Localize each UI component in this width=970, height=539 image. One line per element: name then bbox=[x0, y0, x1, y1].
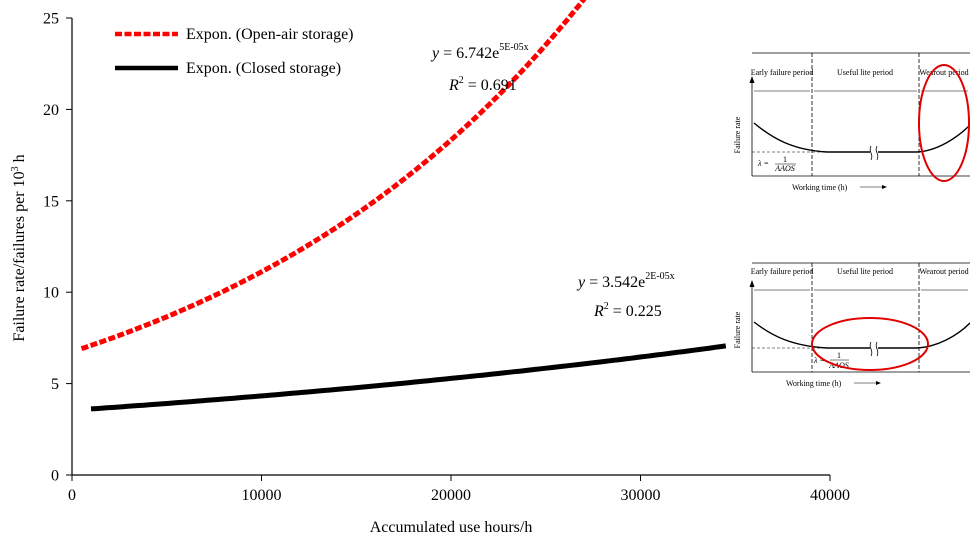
inset-x-arrow-head bbox=[876, 381, 881, 385]
legend-label-closed: Expon. (Closed storage) bbox=[186, 60, 341, 77]
inset-break-mark bbox=[869, 341, 879, 357]
inset-bathtub-wearout: Early failure period Useful lite period … bbox=[733, 52, 970, 192]
y-tick-label: 10 bbox=[43, 285, 59, 302]
x-axis-ticks: 0 10000 20000 30000 40000 bbox=[68, 475, 850, 504]
inset-period-wearout: Wearout period bbox=[919, 267, 968, 276]
x-axis-title: Accumulated use hours/h bbox=[370, 519, 533, 536]
x-tick-label: 40000 bbox=[810, 487, 850, 504]
inset-period-early: Early failure period bbox=[751, 68, 814, 77]
x-tick-label: 30000 bbox=[621, 487, 661, 504]
x-tick-label: 0 bbox=[68, 487, 76, 504]
inset-bathtub-useful: Early failure period Useful lite period … bbox=[733, 262, 970, 388]
legend: Expon. (Open-air storage) Expon. (Closed… bbox=[115, 26, 354, 77]
inset-highlight-useful bbox=[811, 317, 929, 371]
series-layer bbox=[80, 0, 727, 412]
y-axis-title-sup: 3 bbox=[10, 166, 21, 171]
plot-area: 0 10000 20000 30000 40000 0 5 10 15 20 25 bbox=[43, 0, 850, 504]
y-tick-label: 25 bbox=[43, 11, 59, 28]
inset-lambda-label: λ = bbox=[757, 159, 769, 168]
inset-y-label: Failure rate bbox=[733, 116, 742, 153]
y-tick-label: 0 bbox=[51, 468, 59, 485]
equation-closed: y = 3.542e2E-05x bbox=[576, 271, 675, 291]
annotation-open-air: y = 6.742e5E-05x R2 = 0.691 bbox=[430, 42, 529, 94]
inset-period-early: Early failure period bbox=[751, 267, 814, 276]
legend-label-open-air: Expon. (Open-air storage) bbox=[186, 26, 354, 43]
inset-period-wearout: Wearout period bbox=[919, 68, 968, 77]
inset-y-label: Failure rate bbox=[733, 311, 742, 348]
inset-x-label: Working time (h) bbox=[792, 183, 848, 192]
inset-y-arrow bbox=[749, 280, 755, 287]
equation-open-air: y = 6.742e5E-05x bbox=[430, 42, 529, 62]
inset-period-useful: Useful lite period bbox=[837, 68, 893, 77]
y-axis-title-main: Failure rate/failures per 10 bbox=[11, 171, 28, 341]
inset-x-arrow-head bbox=[882, 185, 887, 189]
inset-bathtub-curve bbox=[753, 321, 970, 349]
y-axis-title-suffix: h bbox=[11, 154, 28, 166]
inset-lambda-den: AAOS bbox=[774, 164, 795, 173]
x-tick-label: 10000 bbox=[242, 487, 282, 504]
inset-break-mark bbox=[869, 145, 879, 161]
y-axis-title: Failure rate/failures per 103 h bbox=[10, 154, 28, 341]
inset-bathtub-curve bbox=[753, 122, 970, 153]
inset-lambda-label: λ = bbox=[813, 356, 825, 365]
inset-x-label: Working time (h) bbox=[786, 379, 842, 388]
annotation-closed: y = 3.542e2E-05x R2 = 0.225 bbox=[576, 271, 675, 320]
y-tick-label: 5 bbox=[51, 376, 59, 393]
r-squared-closed: R2 = 0.225 bbox=[593, 301, 662, 320]
inset-lambda-num: 1 bbox=[783, 155, 787, 164]
r-squared-open-air: R2 = 0.691 bbox=[448, 75, 517, 94]
series-line-closed bbox=[90, 343, 727, 412]
y-tick-label: 15 bbox=[43, 193, 59, 210]
x-tick-label: 20000 bbox=[431, 487, 471, 504]
y-axis-ticks: 0 5 10 15 20 25 bbox=[43, 11, 72, 485]
y-tick-label: 20 bbox=[43, 102, 59, 119]
series-line-open-air bbox=[80, 0, 587, 351]
inset-lambda-num: 1 bbox=[837, 351, 841, 360]
inset-period-useful: Useful lite period bbox=[837, 267, 893, 276]
inset-highlight-wearout bbox=[918, 64, 970, 182]
inset-y-arrow bbox=[749, 76, 755, 83]
